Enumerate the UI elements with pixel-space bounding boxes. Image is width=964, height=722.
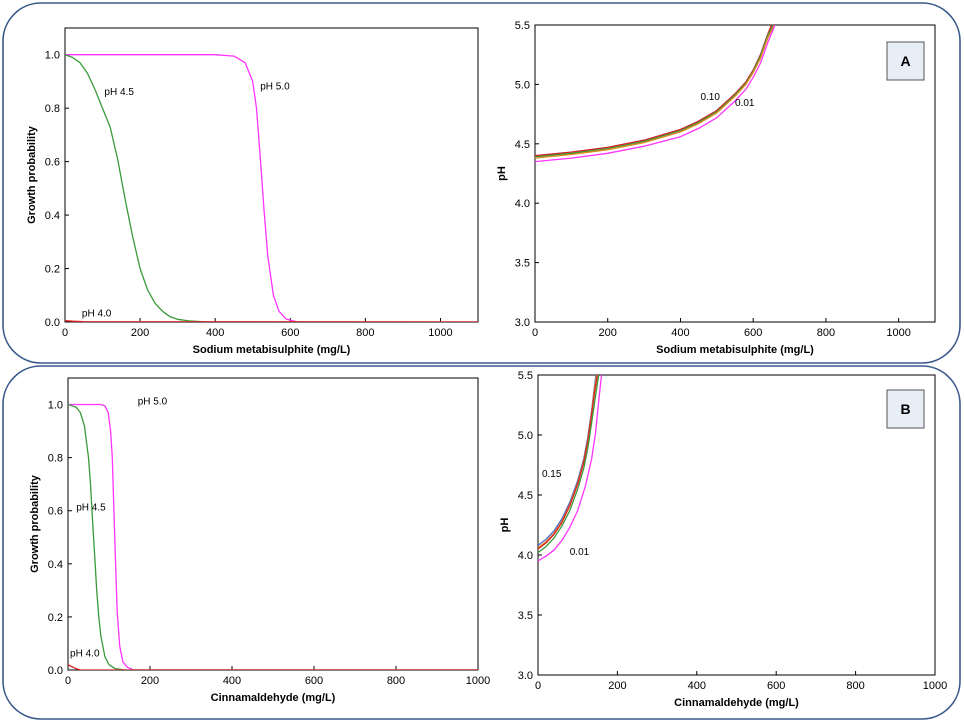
y-axis-title: Growth probability: [29, 474, 41, 573]
x-axis-title: Sodium metabisulphite (mg/L): [656, 344, 814, 356]
curve-annotation: pH 4.5: [104, 87, 134, 98]
panel-b-label: B: [900, 401, 910, 417]
y-tick-label: 4.0: [515, 198, 530, 210]
y-tick-label: 3.5: [515, 258, 530, 270]
x-tick-label: 200: [141, 675, 159, 687]
y-tick-label: 0.0: [45, 317, 60, 329]
x-tick-label: 1000: [428, 327, 452, 339]
series-line-0: [535, 25, 773, 157]
x-tick-label: 800: [387, 675, 405, 687]
x-tick-label: 1000: [886, 327, 910, 339]
series-line-0: [68, 403, 478, 670]
y-tick-label: 0.8: [45, 103, 60, 115]
plot-area: [537, 374, 936, 676]
series-line-4: [535, 25, 776, 163]
x-tick-label: 0: [535, 680, 541, 692]
panel-a-label: A: [900, 53, 910, 69]
panel-a-frame: [2, 2, 961, 364]
y-tick-label: 0.2: [48, 612, 63, 624]
x-tick-label: 200: [131, 327, 149, 339]
panel-a-label-box: A: [886, 41, 925, 81]
chart-b-ph-boundary: 0 200 400 600 800 1000 3.0 3.5 4.0 4.5 5.0 5.5 Cinna…: [499, 370, 947, 709]
x-tick-label: 200: [608, 680, 626, 692]
curve-annotation: pH 4.0: [70, 649, 100, 660]
series-line-2: [538, 375, 599, 550]
series-line-1: [68, 403, 478, 670]
curve-annotation: 0.10: [700, 92, 720, 103]
series-line-3: [538, 375, 600, 554]
y-tick-label: 1.0: [45, 50, 60, 62]
x-tick-label: 600: [281, 327, 299, 339]
curve-annotation: 0.01: [570, 547, 590, 558]
x-axis-title: Cinnamaldehyde (mg/L): [674, 697, 799, 709]
series-line-1: [65, 54, 478, 322]
curve-annotation: 0.15: [542, 469, 562, 480]
curve-annotation: 0.01: [735, 98, 755, 109]
x-tick-label: 0: [65, 675, 71, 687]
x-tick-label: 400: [671, 327, 689, 339]
y-tick-label: 3.5: [518, 610, 533, 622]
x-tick-label: 1000: [923, 680, 947, 692]
series-line-2: [65, 320, 478, 322]
x-tick-label: 400: [206, 327, 224, 339]
series-line-2: [68, 664, 478, 670]
panel-b-label-box: B: [886, 389, 925, 429]
x-tick-label: 600: [744, 327, 762, 339]
chart-a-ph-boundary: 0 200 400 600 800 1000 3.0 3.5 4.0 4.5 5.0 5.5 Sodiu…: [496, 20, 936, 356]
y-axis-title: pH: [499, 518, 511, 533]
x-tick-label: 0: [532, 327, 538, 339]
y-tick-label: 3.0: [518, 670, 533, 682]
x-tick-label: 800: [846, 680, 864, 692]
series-line-1: [538, 375, 598, 549]
y-tick-label: 0.4: [48, 559, 63, 571]
series-line-3: [535, 25, 775, 159]
series-line-2: [535, 25, 774, 158]
y-tick-label: 4.0: [518, 550, 533, 562]
y-tick-label: 5.5: [515, 20, 530, 32]
y-tick-label: 0.2: [45, 264, 60, 276]
y-tick-label: 0.8: [48, 453, 63, 465]
curve-annotation: pH 4.5: [76, 503, 106, 514]
x-tick-label: 1000: [466, 675, 490, 687]
y-axis-title: Growth probability: [26, 125, 38, 224]
y-tick-label: 1.0: [48, 400, 63, 412]
y-tick-label: 4.5: [515, 139, 530, 151]
y-tick-label: 0.0: [48, 665, 63, 677]
series-line-0: [538, 375, 597, 546]
chart-b-growth-probability: 0 200 400 600 800 1000 0.0 0.2 0.4 0.6 0.8 1.0 Cinna…: [29, 377, 490, 704]
x-axis-title: Cinnamaldehyde (mg/L): [211, 692, 336, 704]
x-axis-title: Sodium metabisulphite (mg/L): [193, 344, 351, 356]
x-tick-label: 0: [62, 327, 68, 339]
x-tick-label: 400: [688, 680, 706, 692]
x-tick-label: 600: [305, 675, 323, 687]
y-tick-label: 4.5: [518, 490, 533, 502]
plot-area: [534, 24, 936, 323]
y-tick-label: 5.0: [515, 79, 530, 91]
series-line-1: [535, 25, 773, 157]
curve-annotation: pH 5.0: [138, 397, 168, 408]
y-tick-label: 0.4: [45, 210, 60, 222]
y-tick-label: 0.6: [45, 157, 60, 169]
series-line-4: [538, 375, 603, 562]
curve-annotation: pH 4.0: [82, 309, 112, 320]
plot-area: [67, 377, 479, 671]
y-tick-label: 5.0: [518, 430, 533, 442]
y-tick-label: 5.5: [518, 370, 533, 382]
x-tick-label: 600: [767, 680, 785, 692]
curve-annotation: pH 5.0: [260, 81, 290, 92]
chart-a-growth-probability: 0 200 400 600 800 1000 0.0 0.2 0.4 0.6 0.8 1.0 Sodiu…: [26, 27, 479, 356]
y-tick-label: 3.0: [515, 317, 530, 329]
series-line-0: [65, 54, 478, 322]
x-tick-label: 800: [817, 327, 835, 339]
panel-b-frame: [2, 365, 961, 720]
x-tick-label: 200: [599, 327, 617, 339]
x-tick-label: 800: [356, 327, 374, 339]
y-tick-label: 0.6: [48, 506, 63, 518]
x-tick-label: 400: [223, 675, 241, 687]
y-axis-title: pH: [496, 166, 508, 181]
